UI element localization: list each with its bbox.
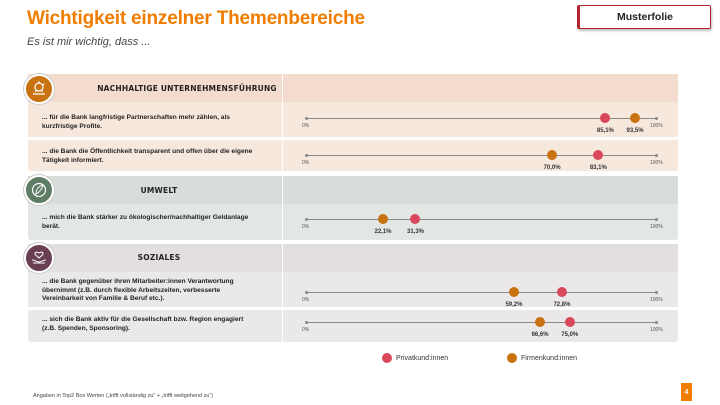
statement-text: ... sich die Bank aktiv für die Gesellsc…: [42, 316, 244, 332]
value-label-privat: 85,1%: [596, 128, 614, 134]
column-divider: [282, 74, 283, 171]
scale-max-label: 100%: [650, 297, 663, 303]
heart-hands-icon: [24, 243, 54, 273]
page-subtitle: Es ist mir wichtig, dass ...: [27, 36, 151, 48]
value-label-firmen: 70,0%: [543, 165, 561, 171]
value-label-firmen: 59,2%: [505, 302, 523, 308]
section-title: NACHHALTIGE UNTERNEHMENSFÜHRUNG: [97, 84, 277, 93]
page-number: 4: [681, 383, 692, 401]
page-title: Wichtigkeit einzelner Themenbereiche: [27, 8, 365, 29]
scale-max-label: 100%: [650, 123, 663, 129]
dot-firmen: [535, 317, 546, 327]
scale-end-tick: [305, 291, 308, 294]
scale-end-tick: [305, 218, 308, 221]
scale-end-tick: [655, 218, 658, 221]
dot-firmen: [378, 214, 388, 224]
statement-text: ... die Bank die Öffentlichkeit transpar…: [42, 148, 253, 164]
dot-privat: [593, 150, 604, 160]
legend-marker-firmen: [507, 353, 517, 363]
section-header: [28, 74, 678, 102]
scale-end-tick: [655, 154, 658, 157]
value-label-firmen: 93,5%: [626, 128, 644, 134]
section-header: [28, 176, 678, 204]
legend-label-privat: Privatkund:innen: [396, 355, 449, 362]
dot-privat: [556, 287, 567, 297]
scale-end-tick: [655, 291, 658, 294]
dot-privat: [564, 317, 575, 327]
statement-text: ... mich die Bank stärker zu ökologische…: [42, 214, 249, 230]
scale-end-tick: [655, 321, 658, 324]
legend-label-firmen: Firmenkund:innen: [521, 355, 578, 362]
value-label-privat: 31,3%: [406, 229, 424, 235]
statement-text: ... für die Bank langfristige Partnersch…: [42, 114, 230, 130]
scale-line: 0% 100% 22,1% 31,3%: [302, 214, 663, 235]
column-divider: [282, 176, 283, 240]
leaf-globe-icon-glyph: [31, 182, 47, 198]
sustainability-icon: [24, 74, 54, 104]
scale-end-tick: [305, 117, 308, 120]
row-separator: [28, 137, 678, 140]
scale-end-tick: [305, 154, 308, 157]
scale-line: 0% 100% 59,2% 72,8%: [302, 287, 663, 308]
sustainability-icon-glyph: [33, 81, 45, 95]
scale-line: 0% 100% 66,6% 75,0%: [302, 317, 663, 338]
dot-firmen: [547, 150, 558, 160]
scale-line: 0% 100% 93,5% 85,1%: [302, 113, 663, 134]
dot-firmen: [508, 287, 519, 297]
section-title: SOZIALES: [137, 253, 181, 262]
scale-min-label: 0%: [302, 224, 310, 230]
value-label-firmen: 22,1%: [374, 229, 392, 235]
value-label-privat: 75,0%: [561, 332, 579, 338]
scale-max-label: 100%: [650, 160, 663, 166]
template-badge: Musterfolie: [577, 5, 711, 29]
scale-min-label: 0%: [302, 297, 310, 303]
dot-firmen: [630, 113, 641, 123]
row-separator: [28, 307, 678, 310]
value-label-privat: 72,8%: [553, 302, 571, 308]
scale-end-tick: [655, 117, 658, 120]
leaf-globe-icon: [24, 175, 54, 205]
scale-min-label: 0%: [302, 123, 310, 129]
section-header: [28, 244, 678, 272]
footnote: Angaben in Top2 Box Werten („trifft voll…: [33, 393, 214, 399]
section-title: UMWELT: [140, 186, 178, 195]
scale-max-label: 100%: [650, 224, 663, 230]
scale-max-label: 100%: [650, 327, 663, 333]
column-divider: [282, 244, 283, 342]
scale-min-label: 0%: [302, 160, 310, 166]
scale-line: 0% 100% 70,0% 83,1%: [302, 150, 663, 171]
scale-end-tick: [305, 321, 308, 324]
statement-text: ... die Bank gegenüber ihren Mitarbeiter…: [42, 278, 234, 302]
value-label-privat: 83,1%: [589, 165, 607, 171]
value-label-firmen: 66,6%: [531, 332, 549, 338]
dot-privat: [600, 113, 611, 123]
heart-hands-icon-glyph: [31, 251, 47, 264]
scale-min-label: 0%: [302, 327, 310, 333]
dot-privat: [410, 214, 421, 224]
legend-marker-privat: [382, 353, 392, 363]
